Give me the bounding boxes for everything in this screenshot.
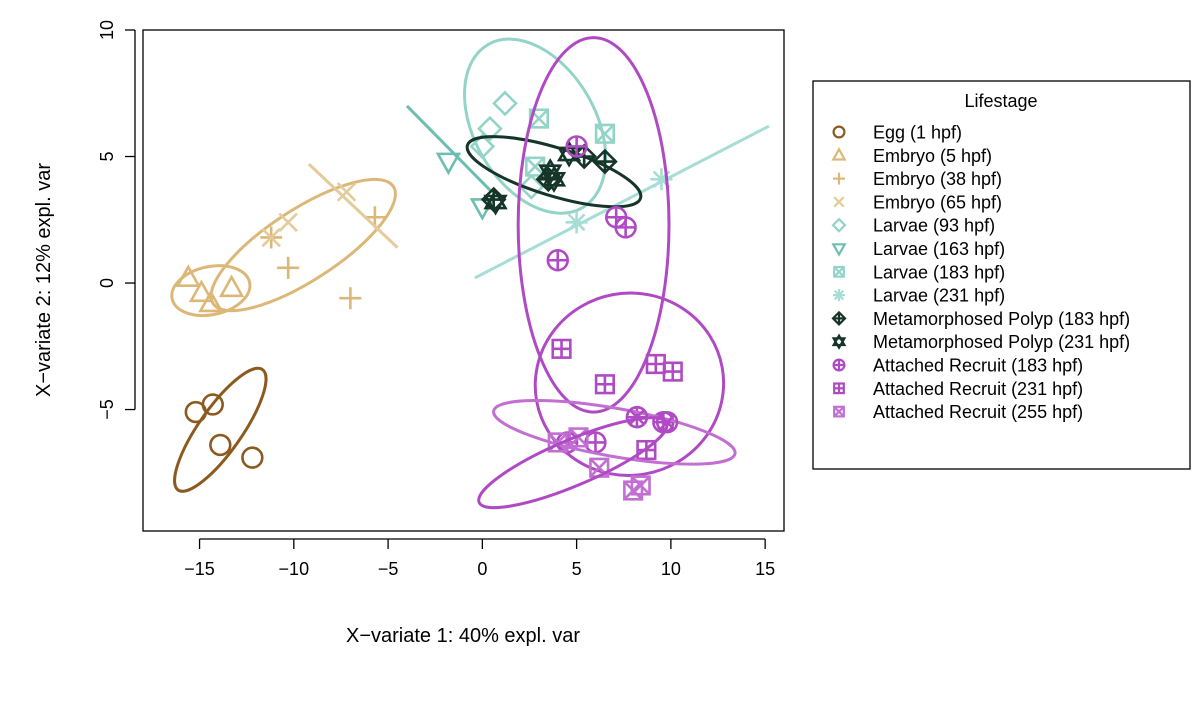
data-point bbox=[551, 338, 572, 359]
legend-label: Metamorphosed Polyp (183 hpf) bbox=[873, 309, 1130, 329]
legend-label: Embryo (5 hpf) bbox=[873, 146, 992, 166]
data-point bbox=[469, 133, 496, 160]
legend-box bbox=[812, 80, 1191, 470]
y-axis-label: X−variate 2: 12% expl. var bbox=[33, 163, 55, 397]
data-point bbox=[278, 212, 298, 233]
confidence-ellipse bbox=[209, 177, 397, 313]
data-point bbox=[492, 90, 518, 117]
data-point bbox=[241, 446, 264, 469]
x-tick-label: 0 bbox=[477, 559, 487, 579]
series-4 bbox=[463, 37, 608, 215]
y-axis: −5 0 5 10 bbox=[97, 20, 136, 420]
data-point bbox=[218, 274, 245, 298]
legend-symbol bbox=[833, 172, 845, 185]
data-point bbox=[209, 433, 232, 457]
legend-symbol bbox=[833, 382, 845, 395]
series-9 bbox=[483, 140, 582, 216]
x-axis-label: X−variate 1: 40% expl. var bbox=[346, 625, 580, 647]
y-tick-label: 10 bbox=[97, 20, 117, 40]
x-axis: −15 −10 −5 0 5 10 15 bbox=[184, 538, 775, 579]
y-tick-label: 5 bbox=[97, 152, 117, 162]
confidence-ellipse bbox=[492, 398, 737, 466]
data-point bbox=[188, 279, 215, 303]
series-1 bbox=[170, 264, 252, 318]
x-tick-label: −5 bbox=[378, 559, 399, 579]
data-point bbox=[662, 361, 683, 382]
legend-label: Attached Recruit (255 hpf) bbox=[873, 402, 1083, 422]
data-point bbox=[592, 148, 618, 175]
data-point bbox=[546, 249, 569, 272]
series-8 bbox=[465, 135, 643, 213]
legend-label: Metamorphosed Polyp (231 hpf) bbox=[873, 332, 1130, 352]
series-5 bbox=[405, 104, 496, 221]
data-point bbox=[625, 405, 649, 429]
legend-symbol bbox=[831, 147, 847, 161]
data-point bbox=[655, 410, 679, 434]
x-tick-label: 5 bbox=[572, 559, 582, 579]
x-tick-label: −15 bbox=[184, 559, 215, 579]
confidence-ellipse bbox=[173, 366, 268, 493]
group-line bbox=[405, 104, 493, 193]
series-13 bbox=[477, 405, 679, 510]
data-point bbox=[538, 158, 563, 186]
legend-label: Larvae (163 hpf) bbox=[873, 239, 1005, 259]
data-point bbox=[435, 152, 462, 176]
y-tick-label: 0 bbox=[97, 278, 117, 288]
legend-symbol bbox=[831, 333, 847, 350]
legend-symbol bbox=[831, 243, 847, 257]
legend-symbol bbox=[833, 265, 845, 278]
confidence-ellipse bbox=[170, 264, 252, 318]
legend-label: Egg (1 hpf) bbox=[873, 123, 962, 143]
legend-symbol bbox=[832, 125, 846, 139]
legend-title: Lifestage bbox=[964, 91, 1037, 111]
legend-label: Larvae (231 hpf) bbox=[873, 286, 1005, 306]
legend-items: Egg (1 hpf) Embryo (5 hpf) Embryo (38 hpf)… bbox=[831, 123, 1130, 422]
legend-symbol bbox=[833, 289, 845, 302]
data-point bbox=[483, 188, 508, 216]
data-point bbox=[594, 123, 615, 144]
data-point bbox=[277, 256, 300, 279]
legend-label: Larvae (183 hpf) bbox=[873, 262, 1005, 282]
legend-label: Attached Recruit (231 hpf) bbox=[873, 379, 1083, 399]
x-tick-label: 10 bbox=[661, 559, 681, 579]
legend-label: Larvae (93 hpf) bbox=[873, 216, 995, 236]
data-point bbox=[645, 353, 666, 375]
legend-label: Attached Recruit (183 hpf) bbox=[873, 356, 1083, 376]
x-tick-label: 15 bbox=[755, 559, 775, 579]
legend-label: Embryo (65 hpf) bbox=[873, 192, 1002, 212]
data-point bbox=[477, 115, 503, 142]
data-point bbox=[565, 135, 588, 158]
data-point bbox=[336, 182, 357, 202]
y-tick-label: −5 bbox=[97, 399, 117, 420]
legend: Lifestage Egg (1 hpf) Embryo (5 hpf) Embry… bbox=[812, 80, 1191, 470]
legend-symbol bbox=[833, 196, 845, 208]
x-tick-label: −10 bbox=[279, 559, 310, 579]
data-point bbox=[614, 216, 637, 239]
confidence-ellipse bbox=[516, 36, 671, 414]
data-point bbox=[565, 211, 588, 234]
group-line bbox=[307, 163, 399, 249]
legend-symbol bbox=[831, 310, 847, 326]
data-point bbox=[198, 289, 224, 313]
plot-frame bbox=[142, 29, 785, 532]
legend-symbol bbox=[832, 358, 846, 372]
data-point bbox=[261, 227, 281, 248]
series-2 bbox=[209, 177, 397, 313]
series-0 bbox=[173, 366, 268, 493]
data-point bbox=[175, 264, 201, 287]
group-line bbox=[474, 124, 770, 280]
legend-label: Embryo (38 hpf) bbox=[873, 169, 1002, 189]
legend-symbol bbox=[833, 405, 845, 418]
data-point bbox=[630, 475, 651, 496]
legend-symbol bbox=[831, 217, 847, 233]
data-point bbox=[650, 168, 673, 191]
data-point bbox=[594, 374, 615, 395]
data-point bbox=[518, 174, 545, 200]
series-3 bbox=[261, 163, 399, 249]
data-point bbox=[201, 393, 224, 416]
chart-marks bbox=[170, 36, 770, 510]
data-point bbox=[339, 287, 362, 310]
series-12 bbox=[492, 398, 737, 501]
